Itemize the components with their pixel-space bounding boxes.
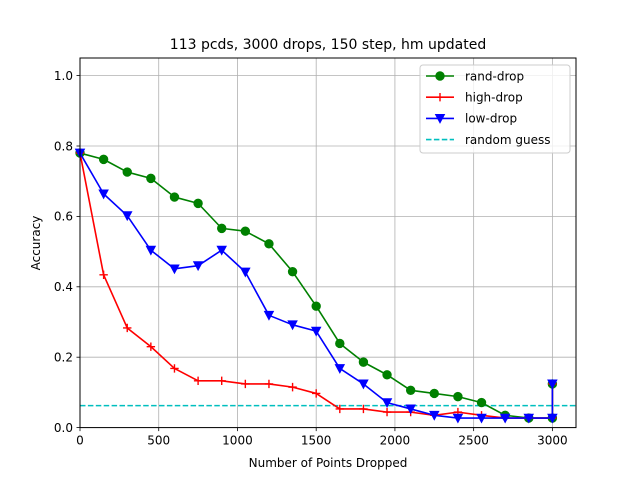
data-point-high-drop bbox=[288, 382, 297, 392]
data-point-rand-drop bbox=[217, 223, 227, 234]
data-point-rand-drop bbox=[287, 266, 298, 277]
legend: rand-drop high-drop low-drop random guess bbox=[419, 64, 571, 154]
legend-swatch-marker bbox=[435, 93, 445, 102]
data-point-high-drop bbox=[146, 342, 156, 351]
data-point-rand-drop bbox=[311, 301, 321, 311]
data-point-rand-drop bbox=[453, 391, 463, 402]
data-point-low-drop bbox=[287, 320, 298, 331]
series-line-high-drop bbox=[79, 152, 554, 419]
legend-item-random guess: random guess bbox=[426, 133, 550, 147]
x-axis-label: Number of Points Dropped bbox=[249, 456, 408, 470]
data-point-rand-drop bbox=[240, 226, 251, 236]
data-point-low-drop bbox=[192, 261, 204, 272]
data-point-high-drop bbox=[241, 379, 250, 389]
data-point-rand-drop bbox=[405, 385, 416, 395]
y-tick-label: 0.6 bbox=[54, 210, 73, 224]
x-tick-label: 0 bbox=[76, 434, 84, 448]
series-line-rand-drop bbox=[79, 152, 554, 419]
data-point-low-drop bbox=[499, 413, 511, 424]
data-point-rand-drop bbox=[429, 388, 439, 399]
plot-frame bbox=[79, 57, 577, 429]
data-point-low-drop bbox=[452, 413, 464, 424]
x-tick-label: 1000 bbox=[222, 434, 253, 448]
data-point-high-drop bbox=[99, 270, 108, 280]
data-point-low-drop bbox=[429, 410, 440, 421]
data-point-low-drop bbox=[263, 310, 275, 321]
data-point-rand-drop bbox=[193, 198, 203, 209]
data-point-low-drop bbox=[358, 379, 369, 390]
y-tick-label: 0.4 bbox=[54, 280, 73, 294]
data-point-low-drop bbox=[145, 245, 157, 256]
data-point-high-drop bbox=[170, 364, 179, 373]
data-point-low-drop bbox=[405, 404, 416, 415]
legend-label: high-drop bbox=[465, 91, 523, 105]
series-layer bbox=[74, 148, 558, 424]
data-point-high-drop bbox=[123, 323, 132, 333]
data-point-low-drop bbox=[547, 379, 558, 390]
data-point-low-drop bbox=[547, 413, 558, 424]
data-point-low-drop bbox=[381, 398, 393, 409]
x-tick-label: 1500 bbox=[301, 434, 332, 448]
y-tick-label: 0.2 bbox=[54, 351, 73, 365]
legend-item-low-drop: low-drop bbox=[426, 112, 517, 126]
data-point-high-drop bbox=[264, 379, 274, 389]
data-point-low-drop bbox=[169, 264, 180, 275]
legend-label: random guess bbox=[465, 133, 550, 147]
y-tick-label: 1.0 bbox=[54, 69, 73, 83]
data-point-rand-drop bbox=[476, 397, 487, 408]
data-point-low-drop bbox=[98, 189, 109, 200]
legend-swatch-marker bbox=[435, 71, 445, 81]
y-axis-ticks: 0.0 0.2 0.4 0.6 0.8 1.0 bbox=[54, 69, 80, 435]
x-axis-ticks: 0 500 1000 1500 2000 2500 3000 bbox=[76, 427, 568, 448]
data-point-rand-drop bbox=[169, 192, 180, 202]
data-point-low-drop bbox=[310, 326, 322, 337]
data-point-low-drop bbox=[476, 413, 487, 424]
data-point-low-drop bbox=[216, 245, 227, 256]
x-tick-label: 2500 bbox=[458, 434, 489, 448]
legend-swatch-marker bbox=[434, 114, 446, 124]
data-point-rand-drop bbox=[122, 167, 132, 177]
legend-item-high-drop: high-drop bbox=[426, 91, 523, 105]
data-point-high-drop bbox=[193, 376, 203, 385]
data-point-rand-drop bbox=[98, 154, 109, 165]
x-tick-label: 500 bbox=[147, 434, 170, 448]
data-point-high-drop bbox=[311, 389, 321, 398]
data-point-rand-drop bbox=[146, 173, 156, 184]
x-tick-label: 2000 bbox=[380, 434, 411, 448]
y-tick-label: 0.8 bbox=[54, 139, 73, 153]
data-point-rand-drop bbox=[335, 338, 345, 349]
legend-item-rand-drop: rand-drop bbox=[426, 69, 524, 83]
y-tick-label: 0.0 bbox=[54, 421, 73, 435]
y-axis-label: Accuracy bbox=[29, 216, 43, 271]
legend-label: low-drop bbox=[465, 112, 517, 126]
data-point-low-drop bbox=[121, 211, 133, 222]
series-line-low-drop bbox=[79, 152, 554, 419]
data-point-high-drop bbox=[217, 376, 226, 385]
series-low-drop bbox=[74, 148, 558, 424]
x-tick-label: 3000 bbox=[537, 434, 568, 448]
data-point-high-drop bbox=[335, 404, 345, 414]
data-point-rand-drop bbox=[358, 357, 369, 367]
legend-label: rand-drop bbox=[465, 69, 524, 83]
data-point-low-drop bbox=[334, 364, 346, 374]
chart-title: 113 pcds, 3000 drops, 150 step, hm updat… bbox=[170, 37, 486, 53]
data-point-rand-drop bbox=[264, 239, 274, 249]
data-point-high-drop bbox=[359, 404, 368, 414]
data-point-low-drop bbox=[240, 267, 251, 278]
data-point-high-drop bbox=[382, 407, 392, 417]
data-point-rand-drop bbox=[382, 370, 392, 380]
legend-box bbox=[419, 64, 571, 154]
data-point-low-drop bbox=[523, 413, 535, 424]
